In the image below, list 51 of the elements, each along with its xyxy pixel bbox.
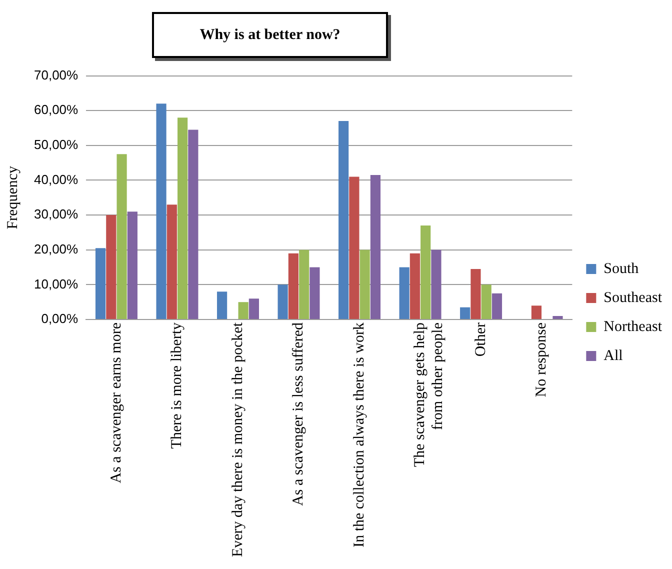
bar — [492, 293, 502, 319]
bar — [431, 250, 442, 319]
x-tick-label: There is more liberty — [169, 322, 186, 449]
bar — [460, 307, 470, 319]
bar — [278, 284, 288, 319]
bar — [95, 248, 106, 319]
bar — [248, 298, 259, 319]
y-tick-label: 20,00% — [34, 241, 79, 256]
x-tick-label: In the collection always there is work — [351, 322, 368, 548]
bar — [238, 302, 248, 319]
bar — [481, 284, 492, 319]
bar — [106, 215, 116, 319]
bar — [531, 306, 542, 319]
bar — [127, 212, 138, 319]
bar — [310, 267, 320, 319]
bar — [370, 175, 381, 319]
y-tick-label: 30,00% — [34, 206, 79, 222]
legend-label: Northeast — [604, 318, 663, 335]
bar — [177, 118, 188, 319]
bar — [360, 250, 370, 319]
legend-label: South — [604, 260, 640, 277]
bar — [299, 250, 310, 319]
bar — [470, 269, 481, 319]
bar — [349, 176, 360, 319]
x-tick-label: Every day there is money in the pocket — [230, 322, 246, 558]
y-tick-label: 70,00% — [34, 67, 79, 82]
bar — [399, 267, 410, 319]
bar — [166, 204, 177, 319]
bar — [338, 121, 349, 319]
bar — [188, 130, 198, 319]
y-tick-label: 60,00% — [34, 102, 79, 118]
bar — [288, 253, 298, 319]
x-tick-label: The scavenger gets help from other people — [412, 322, 446, 468]
bar — [552, 316, 563, 319]
y-axis-title: Frequency — [4, 165, 21, 230]
chart-title: Why is at better now? — [152, 12, 388, 58]
x-tick-label: As a scavenger is less suffered — [290, 322, 307, 506]
y-tick-label: 0,00% — [41, 311, 79, 326]
bar — [116, 154, 127, 319]
legend-label: All — [604, 348, 623, 364]
y-tick-label: 10,00% — [34, 276, 79, 292]
y-tick-label: 40,00% — [34, 172, 79, 187]
legend-label: Southeast — [604, 290, 663, 306]
bar — [420, 225, 431, 319]
bar — [216, 292, 228, 319]
x-tick-label: No response — [534, 322, 550, 398]
bar — [156, 104, 166, 319]
x-tick-label: As a scavenger earns more — [108, 322, 124, 484]
y-tick-label: 50,00% — [34, 137, 79, 152]
x-tick-label: Other — [472, 322, 489, 357]
bar — [410, 253, 420, 319]
